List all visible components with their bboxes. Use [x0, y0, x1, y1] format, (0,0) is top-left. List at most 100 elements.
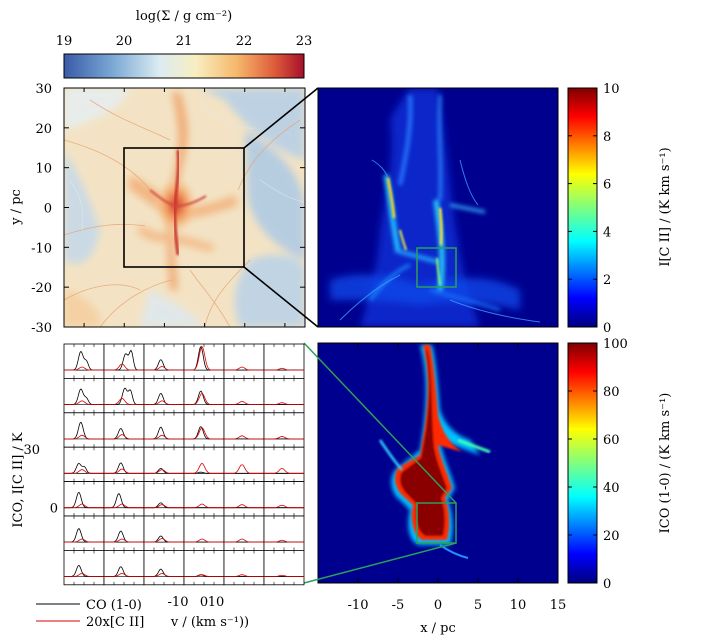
zoom-box-small-co	[416, 502, 457, 544]
spectrum-cell	[183, 550, 225, 586]
spectrum-cell	[263, 550, 305, 586]
cii-spectrum-line	[224, 435, 264, 440]
co-colorbar-label: ICO (1-0) / (K km s⁻¹)	[658, 393, 673, 534]
spectrum-cell	[63, 481, 105, 517]
cii-spectrum-line	[264, 574, 304, 577]
density-map-y-label: y / pc	[9, 189, 24, 226]
co-colorbar-ticks: 100 80 60 40 20 0	[568, 337, 628, 592]
cii-map-frame	[317, 87, 559, 328]
cii-map-image	[318, 88, 558, 327]
cii-colorbar-ticks: 10 8 6 4 2 0	[568, 82, 620, 336]
cii-spectrum-line	[224, 538, 264, 543]
legend-co-label: CO (1-0)	[86, 598, 142, 613]
spectrum-cell	[183, 481, 225, 517]
spectra-y-label: ICO, I[C II] / K	[11, 432, 26, 528]
cii-spectrum-line	[184, 503, 224, 509]
spectrum-cell	[103, 343, 145, 379]
spectrum-cell	[263, 343, 305, 379]
spectrum-cell	[63, 412, 105, 448]
density-map-y-tick: 20	[35, 122, 52, 137]
cii-colorbar-tick: 10	[603, 82, 620, 97]
spectrum-cell	[143, 515, 185, 551]
co-map-x-tick: -5	[392, 598, 405, 613]
spectrum-cell	[103, 412, 145, 448]
spectrum-cell	[223, 515, 265, 551]
cii-spectrum-line	[224, 464, 264, 474]
cii-spectrum-line	[104, 538, 144, 543]
spectrum-cell	[223, 550, 265, 586]
density-map-y-tick: 10	[35, 162, 52, 177]
spectra-y-ticks: 30 0	[23, 443, 58, 517]
cii-spectrum-line	[64, 538, 104, 543]
spectrum-cell	[103, 550, 145, 586]
cii-spectrum-line	[144, 469, 184, 474]
co-map-x-label: x / pc	[420, 621, 456, 636]
cii-spectrum-line	[104, 397, 144, 405]
co-map-x-tick: 0	[434, 598, 442, 613]
spectrum-cell	[183, 343, 225, 379]
cii-spectrum-line	[104, 363, 144, 371]
spectra-x-tick: 0	[200, 595, 208, 610]
cii-spectrum-line	[144, 434, 184, 440]
co-colorbar-tick: 60	[603, 433, 620, 448]
spectrum-cell	[143, 343, 185, 379]
co-colorbar-tick: 40	[603, 481, 620, 496]
spectra-x-ticks: -10 0 10	[168, 595, 225, 610]
cii-spectrum-line	[144, 400, 184, 405]
cii-colorbar-tick: 8	[603, 130, 611, 145]
spectrum-cell	[143, 550, 185, 586]
cii-spectrum-line	[144, 572, 184, 577]
co-colorbar-tick: 100	[603, 337, 628, 352]
cii-spectrum-line	[144, 537, 184, 543]
spectrum-cell	[143, 377, 185, 414]
spectrum-cell	[103, 515, 145, 551]
co-map-x-tick: 5	[474, 598, 482, 613]
cii-spectrum-line	[184, 538, 224, 543]
top-colorbar-tick: 19	[56, 34, 73, 49]
spectrum-cell	[263, 515, 305, 551]
spectrum-cell	[223, 377, 265, 414]
cii-colorbar-tick: 6	[603, 178, 611, 193]
density-map-y-tick: -20	[31, 281, 52, 296]
cii-spectrum-line	[104, 572, 144, 577]
cii-spectrum-line	[224, 366, 264, 371]
top-colorbar-tick: 22	[236, 34, 253, 49]
spectra-x-tick: 10	[208, 595, 225, 610]
spectrum-cell	[63, 377, 105, 414]
cii-spectrum-line	[184, 427, 224, 440]
spectrum-cell	[63, 446, 105, 483]
cii-spectrum-line	[64, 366, 104, 371]
co-map-x-tick: 15	[550, 598, 567, 613]
cii-spectrum-line	[184, 392, 224, 405]
spectrum-cell	[263, 412, 305, 448]
spectrum-cell	[263, 481, 305, 517]
cii-colorbar-tick: 0	[603, 321, 611, 336]
spectrum-cell	[63, 343, 105, 379]
cii-spectrum-line	[64, 400, 104, 405]
spectrum-cell	[183, 412, 225, 448]
spectrum-cell	[143, 481, 185, 517]
spectrum-cell	[223, 446, 265, 483]
cii-colorbar-tick: 2	[603, 273, 611, 288]
spectrum-cell	[223, 481, 265, 517]
cii-spectrum-line	[264, 402, 304, 405]
top-colorbar	[63, 53, 305, 79]
top-colorbar-label: log(Σ / g cm⁻²)	[136, 9, 232, 24]
spectra-y-tick: 30	[23, 443, 40, 458]
zoom-connector-bottom	[243, 266, 319, 328]
spectrum-cell	[183, 446, 225, 483]
co-map-x-tick: 10	[510, 598, 527, 613]
cii-colorbar-tick: 4	[603, 225, 611, 240]
spectrum-cell	[223, 343, 265, 379]
spectra-grid	[63, 343, 305, 586]
zoom-box-large	[123, 147, 245, 268]
cii-spectrum-line	[144, 504, 184, 509]
spectra-connector-bottom	[303, 542, 457, 584]
co-colorbar-tick: 20	[603, 529, 620, 544]
cii-spectrum-line	[224, 400, 264, 405]
cii-spectrum-line	[184, 574, 224, 577]
column-density-map-image	[64, 88, 305, 327]
top-colorbar-tick: 20	[116, 34, 133, 49]
cii-spectrum-line	[104, 503, 144, 509]
